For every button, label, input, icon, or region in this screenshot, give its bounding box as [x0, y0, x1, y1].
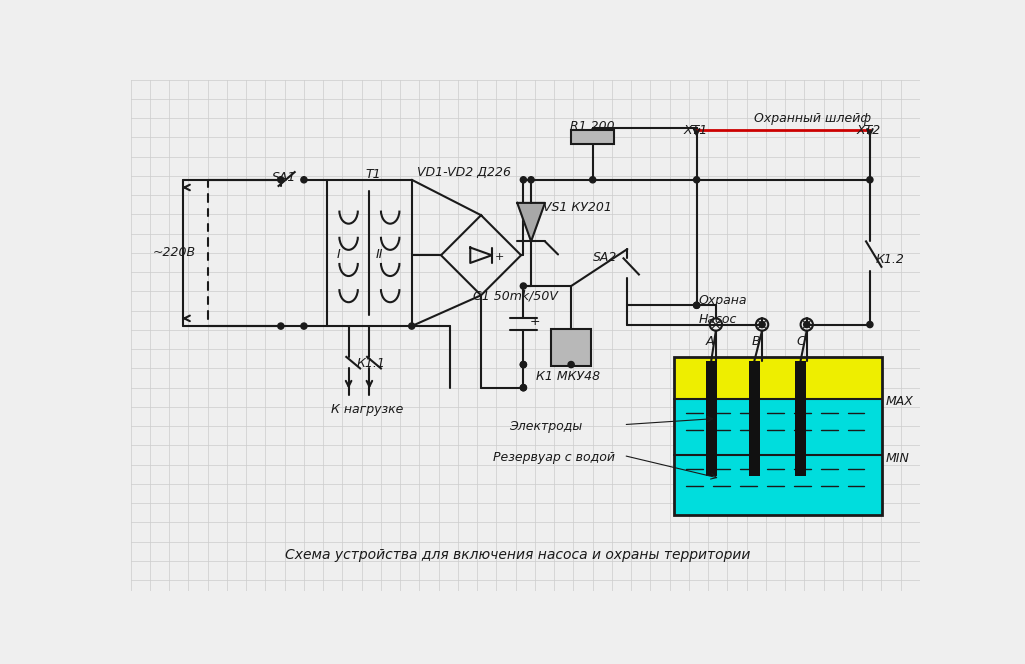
- Text: MAX: MAX: [886, 395, 914, 408]
- Circle shape: [694, 302, 700, 308]
- Polygon shape: [518, 203, 545, 242]
- Text: К1 МКУ48: К1 МКУ48: [536, 370, 600, 383]
- Text: VS1 КУ201: VS1 КУ201: [542, 201, 612, 214]
- Circle shape: [528, 177, 534, 183]
- Text: К1.1: К1.1: [357, 357, 385, 370]
- Circle shape: [301, 177, 308, 183]
- Text: ~220В: ~220В: [153, 246, 196, 260]
- Text: Схема устройства для включения насоса и охраны территории: Схема устройства для включения насоса и …: [285, 548, 750, 562]
- Text: B: B: [751, 335, 761, 347]
- Bar: [674, 399, 883, 515]
- Text: К нагрузке: К нагрузке: [331, 403, 403, 416]
- Text: Охрана: Охрана: [699, 293, 747, 307]
- Circle shape: [521, 384, 527, 390]
- Bar: [571, 129, 614, 143]
- Circle shape: [694, 177, 700, 183]
- Text: MIN: MIN: [886, 452, 910, 465]
- Text: SA1: SA1: [272, 171, 296, 183]
- Bar: [551, 329, 591, 366]
- Text: Охранный шлейф: Охранный шлейф: [754, 112, 871, 125]
- Circle shape: [521, 283, 527, 289]
- Text: +: +: [530, 315, 540, 327]
- Circle shape: [409, 323, 415, 329]
- Circle shape: [301, 323, 308, 329]
- Text: C: C: [796, 335, 805, 347]
- Text: T1: T1: [366, 168, 381, 181]
- Circle shape: [521, 361, 527, 368]
- Text: Электроды: Электроды: [509, 420, 583, 433]
- Text: C1 50mk/50V: C1 50mk/50V: [474, 290, 559, 303]
- Circle shape: [804, 321, 810, 327]
- Text: A: A: [705, 335, 714, 347]
- Text: VD1-VD2 Д226: VD1-VD2 Д226: [417, 166, 511, 179]
- Bar: [674, 357, 883, 399]
- Circle shape: [568, 361, 574, 368]
- Bar: [749, 361, 760, 476]
- Bar: [795, 361, 806, 476]
- Text: +: +: [495, 252, 504, 262]
- Circle shape: [867, 177, 873, 183]
- Bar: [674, 357, 883, 515]
- Text: Насос: Насос: [699, 313, 737, 326]
- Circle shape: [521, 384, 527, 390]
- Circle shape: [589, 177, 596, 183]
- Text: К1.2: К1.2: [876, 253, 905, 266]
- Text: SA2: SA2: [592, 250, 617, 264]
- Bar: [706, 361, 716, 476]
- Text: ХТ1: ХТ1: [684, 124, 708, 137]
- Circle shape: [521, 361, 527, 368]
- Circle shape: [694, 302, 700, 308]
- Text: II: II: [375, 248, 383, 260]
- Circle shape: [278, 177, 284, 183]
- Circle shape: [278, 323, 284, 329]
- Text: I: I: [337, 248, 340, 260]
- Text: R1 200: R1 200: [570, 120, 614, 133]
- Text: ХТ2: ХТ2: [857, 124, 882, 137]
- Circle shape: [521, 177, 527, 183]
- Text: Резервуар с водой: Резервуар с водой: [493, 451, 615, 464]
- Circle shape: [758, 321, 766, 327]
- Circle shape: [867, 321, 873, 327]
